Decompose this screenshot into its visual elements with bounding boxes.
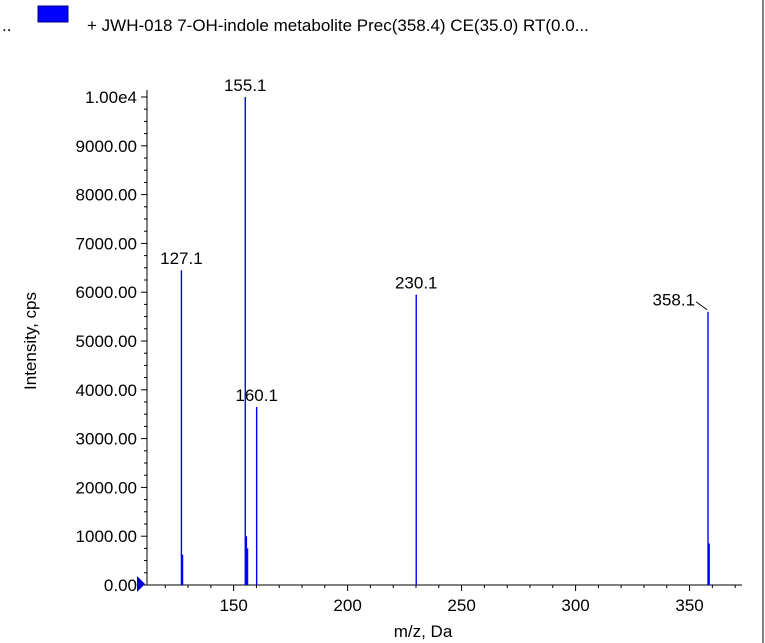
y-tick-label: 4000.00 [76, 381, 137, 400]
y-tick-label: 0.00 [104, 576, 137, 595]
peak-label: 230.1 [395, 274, 438, 293]
legend-swatch [37, 5, 69, 23]
y-tick-label: 1000.00 [76, 527, 137, 546]
y-tick-label: 2000.00 [76, 478, 137, 497]
peak-label: 358.1 [652, 291, 695, 310]
x-tick-label: 350 [675, 596, 703, 615]
y-tick-label: 3000.00 [76, 430, 137, 449]
y-tick-label: 9000.00 [76, 137, 137, 156]
peak-label: 127.1 [160, 249, 203, 268]
y-tick-label: 7000.00 [76, 234, 137, 253]
y-axis-label: Intensity, cps [21, 292, 40, 390]
y-tick-label: 6000.00 [76, 283, 137, 302]
y-tick-label: 5000.00 [76, 332, 137, 351]
x-axis-label: m/z, Da [394, 622, 453, 641]
peak-label-leader [695, 301, 708, 311]
peak-label: 160.1 [235, 386, 278, 405]
y-tick-label: 8000.00 [76, 186, 137, 205]
x-tick-label: 250 [447, 596, 475, 615]
x-tick-label: 150 [219, 596, 247, 615]
x-tick-label: 200 [333, 596, 361, 615]
x-tick-label: 300 [561, 596, 589, 615]
baseline-marker [137, 576, 145, 592]
y-tick-label: 1.00e4 [85, 88, 137, 107]
peak-label: 155.1 [224, 76, 267, 95]
leading-ellipsis: .. [2, 16, 11, 35]
chart-title: + JWH-018 7-OH-indole metabolite Prec(35… [87, 16, 589, 35]
